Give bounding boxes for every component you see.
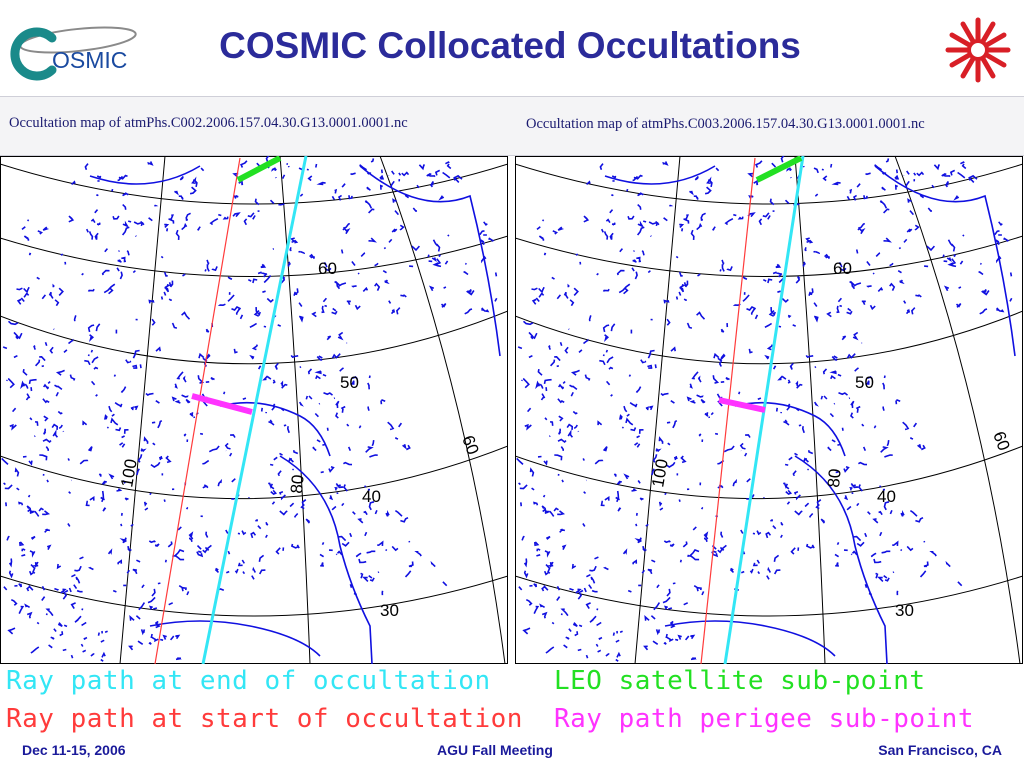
map-caption-right: Occultation map of atmPhs.C003.2006.157.…	[526, 116, 925, 132]
ray-path-end-line	[201, 156, 308, 664]
lat-label-30: 30	[380, 601, 399, 620]
lat-label-60: 60	[833, 259, 852, 278]
footer-location: San Francisco, CA	[878, 742, 1002, 758]
legend-perigee-sub-point: Ray path perigee sub-point	[554, 704, 974, 734]
legend-ray-path-end: Ray path at end of occultation	[6, 666, 491, 696]
main-coastline-path	[89, 165, 501, 664]
footer-event: AGU Fall Meeting	[437, 742, 553, 758]
lon-label-100: 100	[117, 457, 141, 488]
lat-label-40: 40	[877, 487, 896, 506]
coastline-features	[1, 156, 501, 664]
lat-label-60: 60	[318, 259, 337, 278]
logo-text: OSMIC	[52, 47, 127, 73]
perigee-sub-point-track	[191, 393, 253, 415]
leo-sub-point-track	[755, 156, 803, 183]
lon-label-100: 100	[648, 457, 672, 488]
red-star-emblem-icon	[945, 17, 1011, 83]
main-coastline-path	[604, 165, 1016, 664]
perigee-sub-point-track	[718, 397, 766, 413]
legend-ray-path-start: Ray path at start of occultation	[6, 704, 523, 734]
lon-label-80: 80	[287, 474, 308, 495]
ray-path-start-line	[154, 157, 241, 664]
caption-band	[0, 96, 1024, 156]
leo-sub-point-track	[236, 156, 282, 183]
coastline-path	[1, 156, 498, 662]
coastline-features	[516, 156, 1016, 664]
cosmic-logo-icon: OSMIC	[10, 26, 137, 81]
occultation-map-right: 60 50 40 30 100 80 60	[515, 156, 1023, 664]
lat-label-40: 40	[362, 487, 381, 506]
map-caption-left: Occultation map of atmPhs.C002.2006.157.…	[9, 115, 408, 131]
graticule	[515, 156, 1023, 664]
ray-path-start-line	[700, 157, 756, 664]
lon-label-80: 80	[824, 468, 845, 489]
lat-label-30: 30	[895, 601, 914, 620]
lat-label-50: 50	[855, 373, 874, 392]
graticule	[0, 156, 508, 664]
footer-date: Dec 11-15, 2006	[22, 742, 126, 758]
lat-label-50: 50	[340, 373, 359, 392]
legend-leo-sub-point: LEO satellite sub-point	[554, 666, 926, 696]
coastline-path	[516, 156, 1013, 662]
occultation-map-left: 60 50 40 30 100 80 60	[0, 156, 508, 664]
page-title: COSMIC Collocated Occultations	[219, 25, 801, 66]
